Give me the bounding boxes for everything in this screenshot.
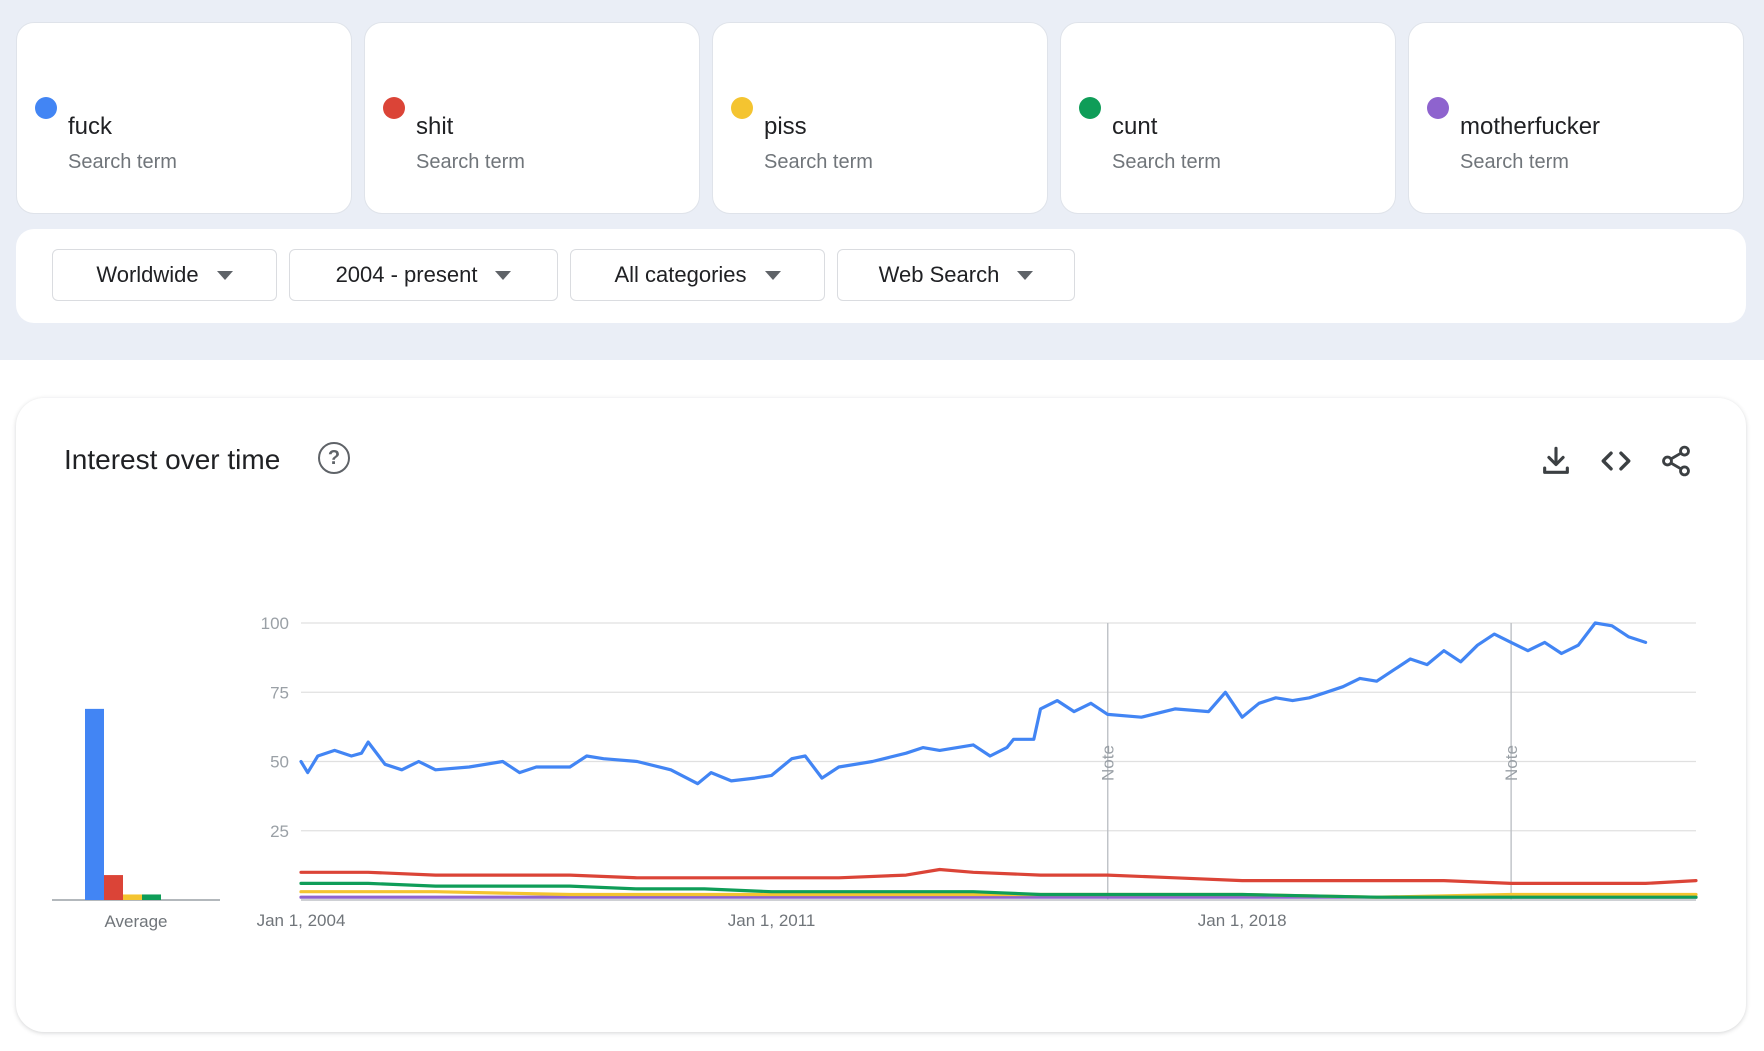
note-label[interactable]: Note [1099,745,1118,781]
average-bar-cunt [142,894,161,900]
series-color-dot [383,97,405,119]
time-range-dropdown[interactable]: 2004 - present [289,249,558,301]
category-label: All categories [614,262,747,287]
term-subtitle: Search term [764,151,873,173]
chart-gridlines [301,622,1696,901]
chart-axis-labels: 100 75 50 25 Jan 1, 2004 Jan 1, 2011 Jan 1, 20… [257,614,1287,930]
series-line-cunt [299,881,1698,899]
term-subtitle: Search term [416,151,525,173]
note-label[interactable]: Note [1502,745,1521,781]
term-subtitle: Search term [1112,151,1221,173]
caret-down-icon [1017,270,1034,280]
term-card-piss[interactable]: piss Search term [712,22,1048,214]
y-tick-label: 75 [270,683,289,702]
x-tick-label: Jan 1, 2011 [728,911,816,930]
y-tick-label: 100 [261,614,289,633]
chart-notes: Note Note [1099,623,1521,900]
term-card-shit[interactable]: shit Search term [364,22,700,214]
term-subtitle: Search term [1460,151,1569,173]
term-name: shit [416,113,454,140]
code-embed-icon[interactable] [1599,444,1633,478]
region-dropdown[interactable]: Worldwide [52,249,277,301]
average-bar-shit [104,875,123,900]
y-tick-label: 50 [270,753,289,772]
category-dropdown[interactable]: All categories [570,249,825,301]
series-color-dot [1079,97,1101,119]
series-line-fuck [299,621,1648,786]
search-type-label: Web Search [878,262,1000,287]
y-tick-label: 25 [270,822,289,841]
average-bar-piss [123,894,142,900]
average-label: Average [104,912,167,931]
panel-title: Interest over time [64,444,281,475]
share-icon[interactable] [1659,444,1693,478]
term-name: cunt [1112,113,1158,140]
interest-over-time-panel: Interest over time ? Average Note Note 10… [16,398,1746,1032]
download-icon[interactable] [1539,444,1573,478]
chart-series [299,621,1698,899]
series-color-dot [731,97,753,119]
region-label: Worldwide [96,262,199,287]
term-subtitle: Search term [68,151,177,173]
term-name: piss [764,113,807,140]
x-tick-label: Jan 1, 2004 [257,911,346,930]
term-card-fuck[interactable]: fuck Search term [16,22,352,214]
term-name: fuck [68,113,113,140]
interest-chart: Average Note Note 100 75 50 25 Jan 1, 2004 Jan… [52,614,1698,931]
series-color-dot [1427,97,1449,119]
filter-bar: Worldwide 2004 - present All categories … [16,229,1746,323]
average-bars: Average [52,708,220,931]
term-name: motherfucker [1460,113,1601,140]
caret-down-icon [764,270,781,280]
caret-down-icon [216,270,233,280]
caret-down-icon [495,270,512,280]
x-tick-label: Jan 1, 2018 [1198,911,1287,930]
series-line-shit [299,867,1698,885]
term-card-motherfucker[interactable]: motherfucker Search term [1408,22,1744,214]
question-circle-icon[interactable]: ? [318,442,350,474]
series-color-dot [35,97,57,119]
term-card-cunt[interactable]: cunt Search term [1060,22,1396,214]
search-type-dropdown[interactable]: Web Search [837,249,1075,301]
time-range-label: 2004 - present [335,262,478,287]
average-bar-fuck [85,708,104,900]
